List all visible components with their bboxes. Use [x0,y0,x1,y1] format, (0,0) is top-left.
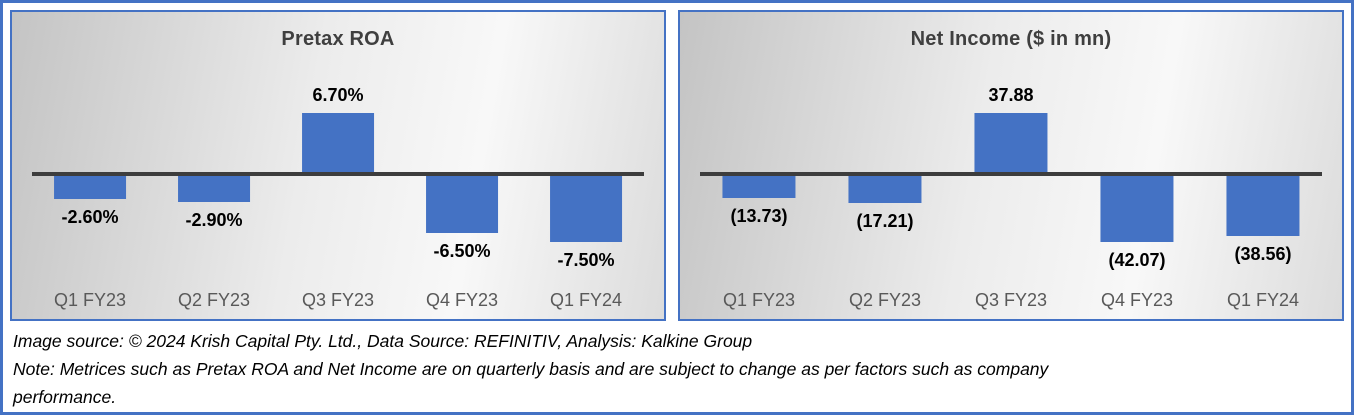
category-slot: (38.56) Q1 FY24 [1200,12,1326,319]
x-axis-line [32,172,644,176]
category-label: Q3 FY23 [974,290,1048,310]
category-label: Q4 FY23 [425,290,499,310]
category-slot: -2.60% Q1 FY23 [28,12,152,319]
chart-title: Pretax ROA [281,28,395,50]
category-label: Q2 FY23 [177,290,251,310]
category-slot: -6.50% Q4 FY23 [400,12,524,319]
category-slot: -2.90% Q2 FY23 [152,12,276,319]
plot-area: -2.60% Q1 FY23 -2.90% Q2 FY23 6.70% Q3 FY23 -6… [28,12,648,319]
category-label: Q4 FY23 [1100,290,1174,310]
bar [54,176,126,199]
plot-area: (13.73) Q1 FY23 (17.21) Q2 FY23 37.88 Q3 FY23… [696,12,1326,319]
category-slot: -7.50% Q1 FY24 [524,12,648,319]
category-slot: 37.88 Q3 FY23 [948,12,1074,319]
bar-value-label: 37.88 [988,84,1034,105]
bar [848,176,922,203]
bar-value-label: -7.50% [557,250,615,270]
category-slot: (42.07) Q4 FY23 [1074,12,1200,319]
bar [426,176,498,234]
footer-line-note: Note: Metrices such as Pretax ROA and Ne… [13,359,1049,379]
bar [1100,176,1174,242]
bar-value-label: -6.50% [433,241,491,262]
bar-value-label: -2.60% [61,206,119,227]
bar [974,112,1048,172]
bar [722,176,796,198]
category-label: Q1 FY23 [722,290,796,310]
bar-value-label: (13.73) [730,205,788,226]
bar-value-label: -2.90% [185,209,243,230]
bar [302,113,374,172]
charts-row: Pretax ROA -2.60% Q1 FY23 -2.90% Q2 FY23 6.7… [10,10,1344,321]
bar-value-label: (38.56) [1234,244,1292,265]
bar-value-label: 6.70% [312,85,364,106]
category-label: Q1 FY23 [53,290,127,310]
footer-line-note-cont: performance. [13,387,117,407]
category-slot: 6.70% Q3 FY23 [276,12,400,319]
category-slot: (13.73) Q1 FY23 [696,12,822,319]
category-label: Q2 FY23 [848,290,922,310]
category-label: Q1 FY24 [549,290,623,310]
chart-panel-pretax-roa: Pretax ROA -2.60% Q1 FY23 -2.90% Q2 FY23 6.7… [10,10,666,321]
bar [1226,176,1300,237]
footer-line-source: Image source: © 2024 Krish Capital Pty. … [13,331,753,351]
category-slot: (17.21) Q2 FY23 [822,12,948,319]
chart-title: Net Income ($ in mn) [910,28,1112,50]
chart-panel-net-income: Net Income ($ in mn) (13.73) Q1 FY23 (17.2… [678,10,1344,321]
footer-note: Image source: © 2024 Krish Capital Pty. … [13,327,1341,411]
category-label: Q1 FY24 [1226,290,1300,310]
x-axis-line [700,172,1322,176]
bar [178,176,250,202]
bar-value-label: (42.07) [1108,250,1166,270]
bar-value-label: (17.21) [856,210,914,231]
category-label: Q3 FY23 [301,290,375,310]
bar [550,176,622,242]
